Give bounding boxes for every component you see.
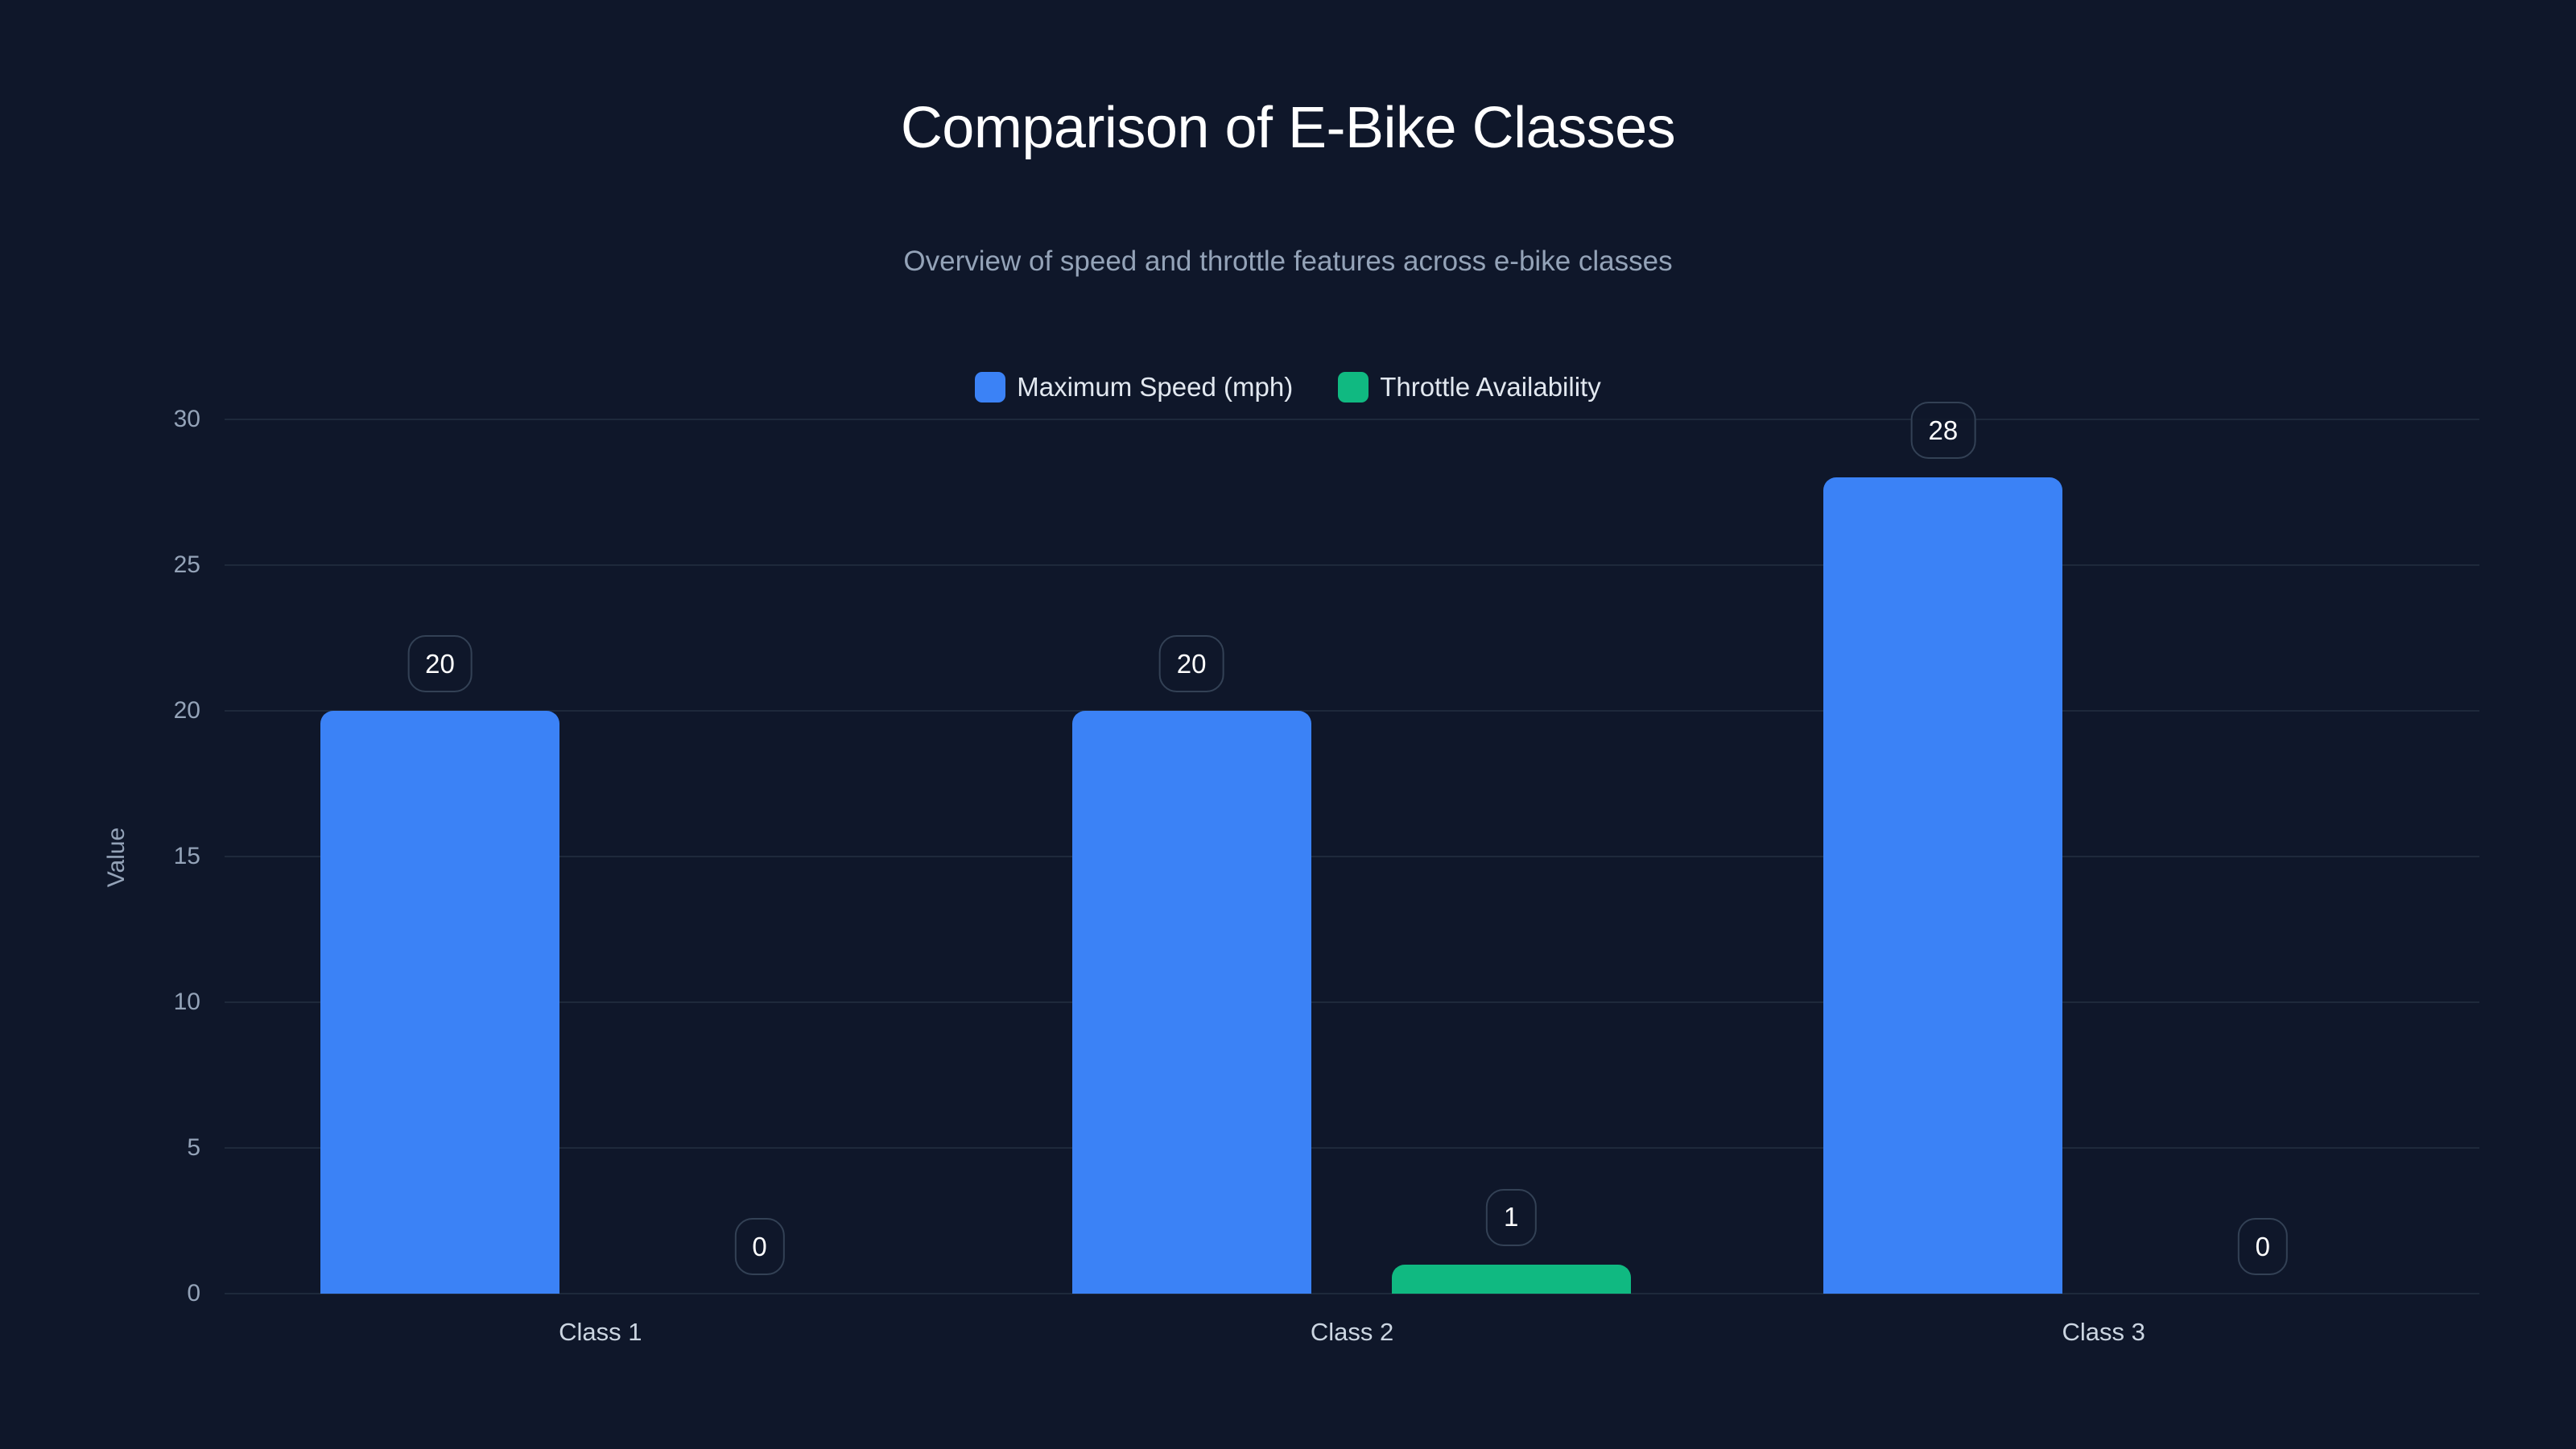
chart-title: Comparison of E-Bike Classes (900, 96, 1676, 160)
legend-label: Throttle Availability (1380, 372, 1601, 402)
y-tick-label: 30 (173, 406, 200, 432)
bar-class-1-series-0[interactable] (320, 711, 559, 1294)
bar-class-3-series-0[interactable] (1823, 477, 2063, 1294)
gridline (225, 564, 2479, 566)
chart-subtitle: Overview of speed and throttle features … (903, 246, 1673, 277)
legend-swatch-blue-icon (975, 372, 1006, 402)
legend-swatch-green-icon (1338, 372, 1369, 402)
value-label: 20 (1158, 635, 1224, 692)
gridline (225, 1001, 2479, 1003)
gridline (225, 1147, 2479, 1149)
legend-item-max-speed[interactable]: Maximum Speed (mph) (975, 372, 1293, 402)
x-tick-label: Class 2 (1310, 1318, 1394, 1346)
x-tick-label: Class 3 (2062, 1318, 2145, 1346)
bar-class-2-series-0[interactable] (1071, 711, 1311, 1294)
y-tick-label: 5 (187, 1134, 200, 1161)
legend: Maximum Speed (mph) Throttle Availabilit… (0, 372, 2576, 402)
value-label: 0 (734, 1218, 785, 1275)
value-label: 0 (2237, 1218, 2289, 1275)
gridline (225, 419, 2479, 420)
plot-area: 0 5 10 15 20 25 30 20 0 Class 1 20 1 Class 2 28 0 Class… (174, 402, 2479, 1346)
y-tick-label: 10 (173, 989, 200, 1015)
y-tick-label: 15 (173, 843, 200, 869)
bar-class-2-series-1[interactable] (1391, 1264, 1631, 1294)
y-tick-label: 0 (187, 1280, 200, 1307)
legend-item-throttle[interactable]: Throttle Availability (1338, 372, 1601, 402)
x-tick-label: Class 1 (559, 1318, 642, 1346)
value-label: 28 (1910, 402, 1976, 460)
y-tick-label: 20 (173, 697, 200, 724)
legend-label: Maximum Speed (mph) (1017, 372, 1294, 402)
value-label: 20 (407, 635, 473, 692)
y-tick-label: 25 (173, 551, 200, 578)
value-label: 1 (1485, 1188, 1537, 1246)
gridline (225, 1293, 2479, 1294)
gridline (225, 710, 2479, 712)
gridline (225, 856, 2479, 857)
